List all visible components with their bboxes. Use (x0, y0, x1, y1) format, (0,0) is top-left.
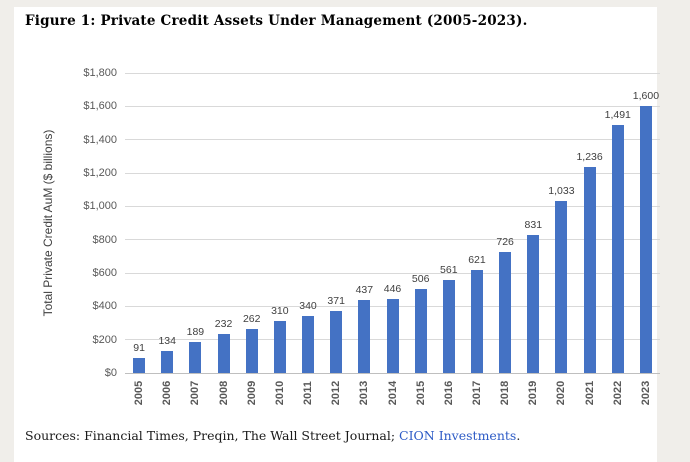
y-tick-label: $800 (92, 233, 117, 246)
bar-value-label: 1,236 (576, 151, 603, 163)
bar-value-label: 310 (271, 305, 289, 318)
bar-2018 (499, 252, 512, 373)
bar-value-label: 1,600 (632, 90, 660, 103)
bar-2009 (245, 329, 258, 373)
figure-title: Figure 1: Private Credit Assets Under Ma… (25, 13, 528, 29)
bar-2010 (273, 321, 286, 373)
x-tick-label: 2018 (499, 380, 512, 406)
x-tick-label: 2015 (414, 380, 427, 406)
x-tick-label: 2006 (161, 380, 174, 406)
x-tick-label: 2009 (245, 380, 258, 406)
bar-value-label: 232 (214, 318, 233, 331)
bar-value-label: 134 (158, 334, 176, 347)
bar-value-label: 621 (468, 253, 486, 266)
bar-2020 (555, 200, 568, 373)
bar-2012 (330, 311, 343, 373)
page-edge-top (0, 0, 690, 7)
gridline (125, 239, 660, 241)
y-tick-label: $1,800 (83, 67, 117, 79)
bar-value-label: 437 (355, 284, 374, 297)
sources-line: Sources: Financial Times, Preqin, The Wa… (25, 428, 665, 443)
y-tick-label: $1,000 (83, 200, 117, 213)
bar-value-label: 340 (299, 300, 317, 313)
x-tick-label: 2011 (302, 381, 315, 405)
plot-area: $0 $200 $400 $600 $800 $1,000 $1,200 $1,400 $1,6… (83, 67, 660, 405)
y-tick-label: $1,600 (83, 100, 117, 113)
x-tick-label: 2005 (133, 380, 146, 406)
y-tick-label: $1,400 (83, 133, 117, 146)
x-tick-label: 2012 (330, 380, 343, 406)
cion-investments-link[interactable]: CION Investments (399, 428, 517, 443)
bar-2008 (217, 334, 230, 373)
x-tick-label: 2008 (217, 380, 230, 406)
bar-2014 (386, 298, 399, 373)
bar-value-label: 262 (242, 313, 261, 326)
bar-value-label: 446 (383, 282, 402, 295)
y-tick-label: $0 (104, 367, 117, 379)
bar-2006 (161, 350, 174, 373)
gridline (125, 205, 660, 207)
bar-2017 (470, 269, 483, 373)
sources-period: . (516, 428, 521, 443)
sources-text: Sources: Financial Times, Preqin, The Wa… (25, 428, 400, 443)
bar-2019 (527, 234, 540, 373)
x-tick-label: 2019 (527, 380, 540, 406)
x-tick-label: 2023 (639, 380, 652, 406)
x-axis-line (125, 372, 660, 374)
gridline (125, 172, 660, 174)
bar-2005 (133, 357, 146, 373)
bar-value-label: 91 (133, 341, 145, 354)
bar-value-label: 561 (440, 263, 458, 276)
bar-value-label: 726 (496, 236, 514, 248)
y-tick-label: $200 (92, 333, 117, 346)
page-edge-right (657, 0, 690, 462)
bar-2016 (442, 279, 455, 373)
x-tick-label: 2017 (470, 380, 483, 406)
y-tick-label: $600 (92, 267, 117, 279)
bar-2013 (358, 300, 371, 373)
bar-2022 (611, 124, 624, 373)
page-edge-left (0, 0, 14, 462)
x-tick-label: 2013 (358, 380, 371, 406)
bar-value-label: 189 (186, 325, 205, 338)
bar-2011 (302, 316, 315, 373)
x-tick-label: 2022 (611, 380, 624, 406)
bar-value-label: 506 (411, 272, 430, 285)
x-tick-label: 2020 (555, 380, 568, 406)
bar-value-label: 371 (327, 295, 345, 308)
gridline (125, 139, 660, 141)
y-tick-label: $1,200 (83, 167, 117, 179)
gridline (125, 105, 660, 107)
x-tick-label: 2010 (273, 380, 286, 406)
x-tick-label: 2016 (442, 380, 455, 406)
bar-2021 (583, 167, 596, 373)
bar-value-label: 1,491 (604, 108, 631, 121)
x-tick-label: 2021 (583, 380, 596, 406)
y-axis-title: Total Private Credit AuM ($ billions) (41, 129, 55, 317)
bar-2007 (189, 341, 202, 373)
y-tick-label: $400 (92, 300, 117, 313)
bar-value-label: 831 (524, 218, 543, 231)
gridline (125, 72, 660, 74)
bar-2015 (414, 288, 427, 373)
bar-value-label: 1,033 (548, 184, 575, 197)
gridline (125, 272, 660, 274)
x-tick-label: 2007 (189, 380, 202, 406)
x-tick-label: 2014 (386, 380, 399, 406)
bar-2023 (639, 106, 652, 373)
